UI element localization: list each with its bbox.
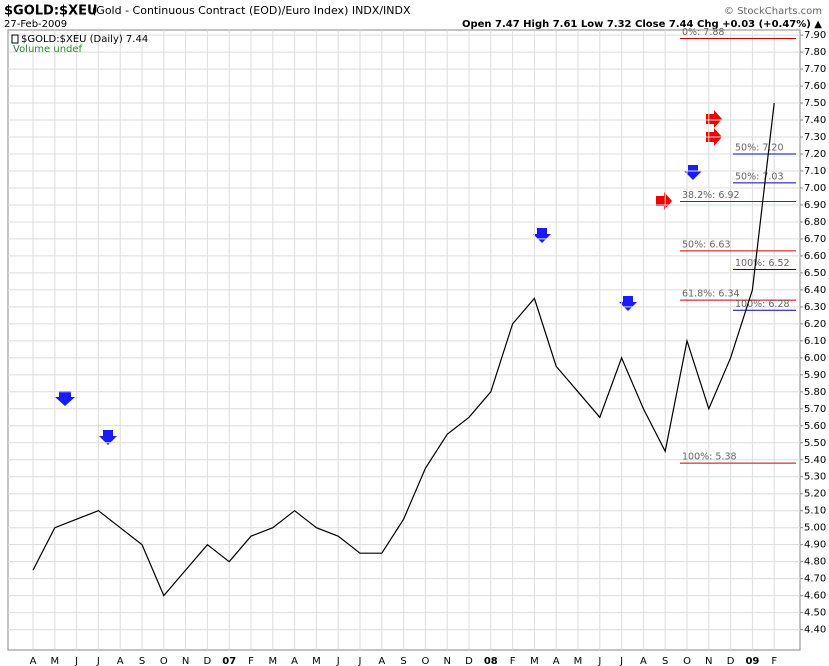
- x-tick-label: F: [510, 656, 516, 666]
- fib-label: 100%: 5.38: [682, 452, 737, 463]
- x-tick-label: J: [358, 656, 362, 666]
- y-tick-label: 4.60: [804, 591, 826, 602]
- y-tick-label: 4.80: [804, 557, 826, 568]
- y-tick-label: 6.80: [804, 217, 826, 228]
- y-tick-label: 6.20: [804, 319, 826, 330]
- x-tick-label: J: [619, 656, 623, 666]
- x-tick-label: 08: [484, 656, 498, 666]
- y-tick-label: 6.70: [804, 234, 826, 245]
- x-tick-label: D: [204, 656, 212, 666]
- x-tick-label: M: [312, 656, 321, 666]
- x-tick-label: F: [771, 656, 777, 666]
- date: 27-Feb-2009: [4, 19, 67, 30]
- y-tick-label: 6.90: [804, 200, 826, 211]
- y-tick-label: 5.40: [804, 455, 826, 466]
- y-tick-label: 6.10: [804, 336, 826, 347]
- y-tick-label: 5.80: [804, 387, 826, 398]
- legend-label: $GOLD:$XEU (Daily) 7.44: [21, 34, 148, 45]
- y-tick-label: 7.60: [804, 81, 826, 92]
- x-tick-label: A: [117, 656, 124, 666]
- x-tick-label: J: [96, 656, 100, 666]
- y-tick-label: 6.50: [804, 268, 826, 279]
- source: © StockCharts.com: [724, 6, 822, 17]
- fib-label: 50%: 7.03: [735, 171, 784, 182]
- y-tick-label: 5.00: [804, 523, 826, 534]
- y-tick-label: 4.50: [804, 608, 826, 619]
- y-tick-label: 7.20: [804, 149, 826, 160]
- x-tick-label: D: [727, 656, 735, 666]
- y-tick-label: 7.40: [804, 115, 826, 126]
- x-tick-label: J: [597, 656, 601, 666]
- price-line: [32, 102, 775, 597]
- x-tick-label: A: [291, 656, 298, 666]
- x-tick-label: O: [683, 656, 691, 666]
- x-tick-label: S: [400, 656, 406, 666]
- x-tick-label: M: [50, 656, 59, 666]
- y-tick-label: 5.90: [804, 370, 826, 381]
- x-tick-label: F: [248, 656, 254, 666]
- y-tick-label: 6.00: [804, 353, 826, 364]
- legend-label: Volume undef: [13, 44, 83, 55]
- y-tick-label: 4.40: [804, 625, 826, 636]
- x-tick-label: D: [465, 656, 473, 666]
- x-tick-label: M: [268, 656, 277, 666]
- y-tick-label: 6.40: [804, 285, 826, 296]
- fib-label: 61.8%: 6.34: [682, 289, 740, 300]
- x-tick-label: O: [160, 656, 168, 666]
- x-tick-label: M: [530, 656, 539, 666]
- x-tick-label: A: [30, 656, 37, 666]
- y-tick-label: 7.00: [804, 183, 826, 194]
- x-tick-label: A: [640, 656, 647, 666]
- y-tick-label: 5.50: [804, 438, 826, 449]
- chart-subtitle: (Gold - Continuous Contract (EOD)/Euro I…: [92, 4, 411, 17]
- y-tick-label: 6.60: [804, 251, 826, 262]
- y-tick-label: 7.90: [804, 30, 826, 41]
- y-tick-label: 4.90: [804, 540, 826, 551]
- y-tick-label: 5.10: [804, 506, 826, 517]
- x-tick-label: S: [139, 656, 145, 666]
- quote: Open 7.47 High 7.61 Low 7.32 Close 7.44 …: [462, 19, 822, 30]
- y-tick-label: 5.30: [804, 472, 826, 483]
- x-tick-label: O: [421, 656, 429, 666]
- y-tick-label: 4.70: [804, 574, 826, 585]
- fib-label: 100%: 6.28: [735, 299, 790, 310]
- chart-title: $GOLD:$XEU: [4, 4, 98, 19]
- y-tick-label: 7.70: [804, 64, 826, 75]
- x-tick-label: A: [553, 656, 560, 666]
- x-tick-label: S: [662, 656, 668, 666]
- x-tick-label: N: [182, 656, 189, 666]
- legend-swatch: [11, 34, 19, 44]
- y-tick-label: 5.20: [804, 489, 826, 500]
- x-tick-label: M: [574, 656, 583, 666]
- fib-label: 100%: 6.52: [735, 258, 790, 269]
- x-tick-label: A: [378, 656, 385, 666]
- x-tick-label: 09: [745, 656, 759, 666]
- x-tick-label: J: [74, 656, 78, 666]
- y-tick-label: 7.80: [804, 47, 826, 58]
- x-tick-label: N: [443, 656, 450, 666]
- fib-label: 0%: 7.88: [682, 27, 724, 38]
- y-tick-label: 6.30: [804, 302, 826, 313]
- x-tick-label: J: [336, 656, 340, 666]
- y-tick-label: 5.60: [804, 421, 826, 432]
- y-tick-label: 7.30: [804, 132, 826, 143]
- y-tick-label: 7.50: [804, 98, 826, 109]
- y-tick-label: 7.10: [804, 166, 826, 177]
- x-tick-label: 07: [222, 656, 236, 666]
- x-tick-label: N: [705, 656, 712, 666]
- fib-label: 50%: 6.63: [682, 239, 731, 250]
- fib-label: 38.2%: 6.92: [682, 190, 740, 201]
- fib-label: 50%: 7.20: [735, 143, 784, 154]
- y-tick-label: 5.70: [804, 404, 826, 415]
